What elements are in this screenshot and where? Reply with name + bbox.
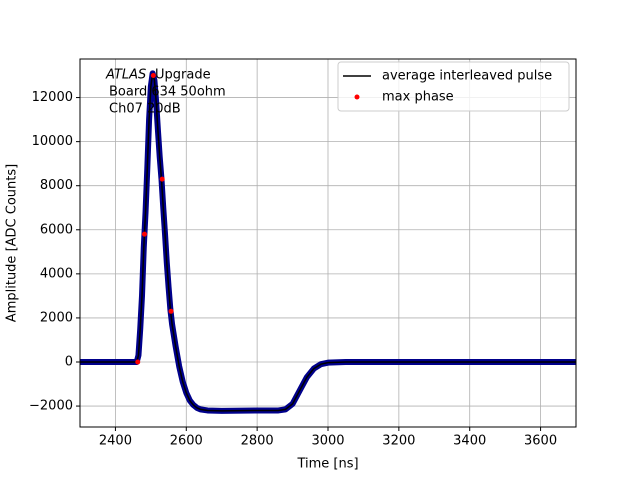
legend: average interleaved pulse max phase: [337, 61, 570, 112]
plot-data: [80, 70, 576, 414]
max-phase-point: [150, 73, 156, 79]
x-axis-label: Time [ns]: [296, 457, 358, 472]
legend-label: max phase: [382, 90, 454, 105]
legend-box: [337, 61, 570, 112]
y-tick-label: 4000: [40, 266, 73, 281]
x-tick-label: 3200: [382, 434, 415, 449]
annotation: ATLAS: [105, 68, 146, 83]
max-phase-point: [159, 176, 165, 182]
y-tick-label: 2000: [40, 310, 73, 325]
y-axis-label: Amplitude [ADC Counts]: [5, 164, 20, 322]
x-tick-label: 3000: [311, 434, 344, 449]
max-phase-point: [168, 308, 174, 314]
x-tick-label: 2800: [241, 434, 274, 449]
legend-label: average interleaved pulse: [382, 69, 552, 84]
annotation: Board 634 50ohm: [109, 85, 226, 100]
pulse-line: [80, 73, 576, 412]
x-tick-label: 3600: [524, 434, 557, 449]
y-tick-label: 0: [65, 354, 73, 369]
grid: [80, 59, 576, 427]
y-tick-label: 12000: [32, 90, 73, 105]
max-phase-point: [141, 231, 147, 237]
y-tick-label: 6000: [40, 222, 73, 237]
max-phase-point: [135, 359, 141, 365]
x-tick-label: 2600: [170, 434, 203, 449]
y-tick-label: 8000: [40, 178, 73, 193]
x-tick-label: 3400: [453, 434, 486, 449]
annotation: Upgrade: [155, 68, 211, 83]
y-tick-label: 10000: [32, 134, 73, 149]
ticks: 2400 2600 2800 3000 3200 3400 3600 −2000 0 2000 40…: [29, 90, 557, 448]
y-tick-label: −2000: [29, 399, 73, 414]
legend-swatch: [354, 94, 360, 100]
annotation: Ch07 20dB: [109, 102, 181, 117]
x-tick-label: 2400: [99, 434, 132, 449]
